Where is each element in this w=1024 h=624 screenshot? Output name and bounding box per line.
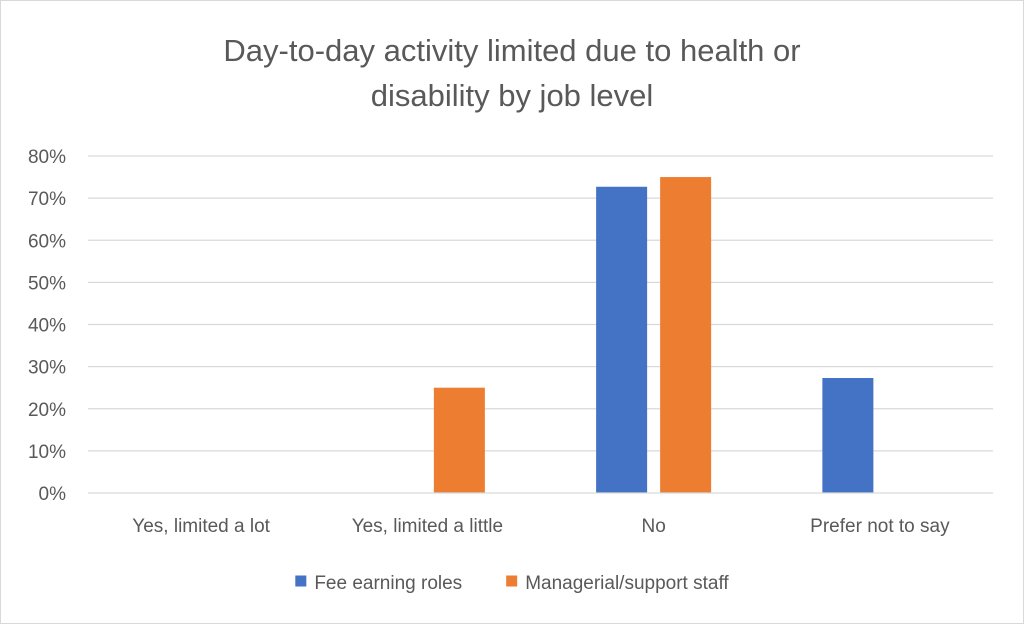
- chart-title-line-2: disability by job level: [371, 78, 654, 113]
- bars: [433, 177, 874, 493]
- legend-swatch: [506, 575, 518, 587]
- legend-swatch: [295, 575, 307, 587]
- y-axis-tick-labels: 0% 10% 20% 30% 40% 50% 60% 70% 80%: [28, 147, 66, 505]
- x-tick-label: Yes, limited a lot: [132, 516, 270, 537]
- x-tick-label: No: [641, 516, 665, 537]
- y-tick-label: 70%: [28, 189, 66, 210]
- y-tick-label: 30%: [28, 358, 66, 379]
- y-tick-label: 60%: [28, 231, 66, 252]
- x-axis-tick-labels: Yes, limited a lot Yes, limited a little N…: [132, 516, 950, 537]
- bar: [596, 186, 648, 493]
- gridlines: [88, 155, 993, 452]
- y-tick-label: 80%: [28, 147, 66, 168]
- y-tick-label: 0%: [39, 484, 67, 505]
- y-tick-label: 10%: [28, 442, 66, 463]
- x-tick-label: Prefer not to say: [810, 516, 950, 537]
- chart-title-line-1: Day-to-day activity limited due to healt…: [223, 33, 800, 68]
- y-tick-label: 40%: [28, 316, 66, 337]
- legend-label: Managerial/support staff: [525, 573, 729, 594]
- chart-title: Day-to-day activity limited due to healt…: [223, 33, 800, 113]
- legend: Fee earning roles Managerial/support staf…: [295, 573, 729, 594]
- x-tick-label: Yes, limited a little: [352, 516, 503, 537]
- y-tick-label: 50%: [28, 273, 66, 294]
- bar: [660, 177, 712, 493]
- legend-label: Fee earning roles: [314, 573, 462, 594]
- bar: [433, 387, 485, 493]
- y-tick-label: 20%: [28, 400, 66, 421]
- bar: [822, 377, 874, 493]
